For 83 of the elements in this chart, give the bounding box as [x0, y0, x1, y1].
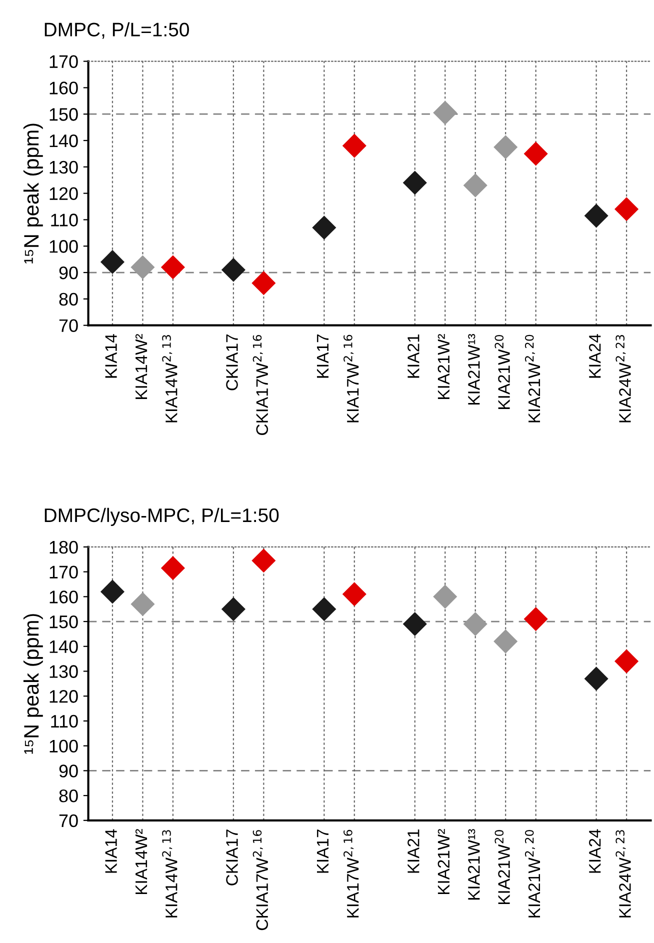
y-axis-title: ¹⁵N peak (ppm)	[23, 124, 43, 264]
x-tick-label: KIA14	[105, 829, 117, 873]
point	[160, 556, 185, 580]
x-tick-label: KIA21W²	[438, 829, 450, 894]
point	[614, 649, 639, 674]
y-tick-label: 120	[50, 187, 78, 200]
point	[463, 612, 488, 636]
y-tick-label: 110	[51, 714, 78, 728]
point	[584, 666, 608, 691]
x-tick-label: KIA24	[588, 334, 601, 378]
x-tick-label: KIA17W$^{2,16}$	[344, 334, 359, 422]
y-tick-label: 90	[59, 266, 78, 280]
y-tick-label: 130	[50, 160, 78, 174]
x-tick-label: KIA14	[105, 334, 117, 378]
y-tick-label: 100	[50, 740, 78, 753]
point	[221, 258, 246, 282]
point	[494, 629, 518, 654]
point	[524, 607, 548, 632]
x-tick-label: KIA17W$^{2,16}$	[344, 830, 359, 918]
point	[342, 582, 366, 606]
y-tick-label: 110	[51, 214, 78, 226]
y-axis-title: ¹⁵N peak (ppm)	[23, 614, 43, 754]
point	[130, 255, 155, 280]
point	[312, 216, 336, 240]
x-tick-label: KIA14W$^{2,13}$	[162, 830, 178, 918]
x-tick-label: KIA21W$^{2,20}$	[524, 334, 540, 422]
x-tick-label: KIA24W$^{2,23}$	[616, 830, 631, 918]
y-tick-label: 160	[50, 590, 78, 604]
x-tick-label: KIA17	[316, 830, 328, 873]
x-tick-label: CKIA17	[226, 334, 238, 390]
point	[433, 100, 458, 125]
point	[342, 134, 366, 158]
point	[402, 170, 427, 195]
y-tick-label: 150	[50, 108, 78, 121]
x-tick-label: KIA17	[316, 334, 328, 378]
point	[584, 204, 608, 228]
point	[252, 271, 276, 296]
chart-title: DMPC/lyso-MPC, P/L=1:50	[44, 508, 279, 526]
point	[160, 255, 185, 280]
x-tick-label: KIA21W¹³	[468, 334, 480, 405]
y-tick-label: 140	[50, 640, 78, 654]
y-tick-label: 70	[59, 814, 78, 828]
y-tick-label: 100	[50, 240, 78, 253]
point	[614, 197, 639, 222]
x-tick-label: CKIA17W$^{2,16}$	[252, 334, 268, 435]
x-tick-label: KIA21W$^{2,20}$	[524, 830, 540, 918]
x-tick-label: KIA21W¹³	[468, 829, 480, 900]
x-tick-label: KIA14W$^{2,13}$	[162, 335, 178, 422]
x-tick-label: KIA24	[588, 829, 601, 873]
y-tick-label: 180	[50, 540, 78, 554]
x-tick-label: KIA21	[408, 830, 420, 873]
y-tick-label: 150	[50, 615, 78, 628]
x-tick-label: KIA21W$^{20}$	[494, 334, 510, 409]
y-tick-label: 80	[59, 789, 78, 802]
x-tick-label: KIA21W$^{20}$	[494, 830, 510, 904]
y-tick-label: 120	[50, 690, 78, 703]
x-tick-label: KIA14W²	[135, 334, 148, 399]
y-tick-label: 90	[59, 764, 78, 778]
point	[433, 584, 458, 609]
point	[312, 597, 336, 622]
y-tick-label: 160	[50, 82, 78, 94]
x-tick-label: CKIA17W$^{2,16}$	[252, 830, 268, 930]
x-tick-label: CKIA17	[226, 830, 238, 886]
point	[130, 592, 155, 616]
y-tick-label: 170	[50, 566, 78, 579]
y-tick-label: 80	[59, 292, 78, 306]
point	[252, 548, 276, 573]
x-tick-label: KIA21	[408, 334, 420, 378]
y-tick-label: 170	[50, 55, 78, 68]
y-tick-label: 140	[50, 134, 78, 148]
y-tick-label: 70	[59, 319, 78, 332]
point	[402, 612, 427, 636]
x-tick-label: KIA14W²	[135, 829, 148, 894]
point	[100, 250, 125, 274]
x-tick-label: KIA21W²	[438, 334, 450, 399]
chart-title: DMPC, P/L=1:50	[44, 22, 189, 39]
point	[221, 597, 246, 622]
point	[463, 173, 488, 198]
y-tick-label: 130	[50, 665, 78, 678]
point	[524, 142, 548, 166]
point	[100, 580, 125, 604]
point	[494, 135, 518, 160]
x-tick-label: KIA24W$^{2,23}$	[616, 335, 631, 422]
